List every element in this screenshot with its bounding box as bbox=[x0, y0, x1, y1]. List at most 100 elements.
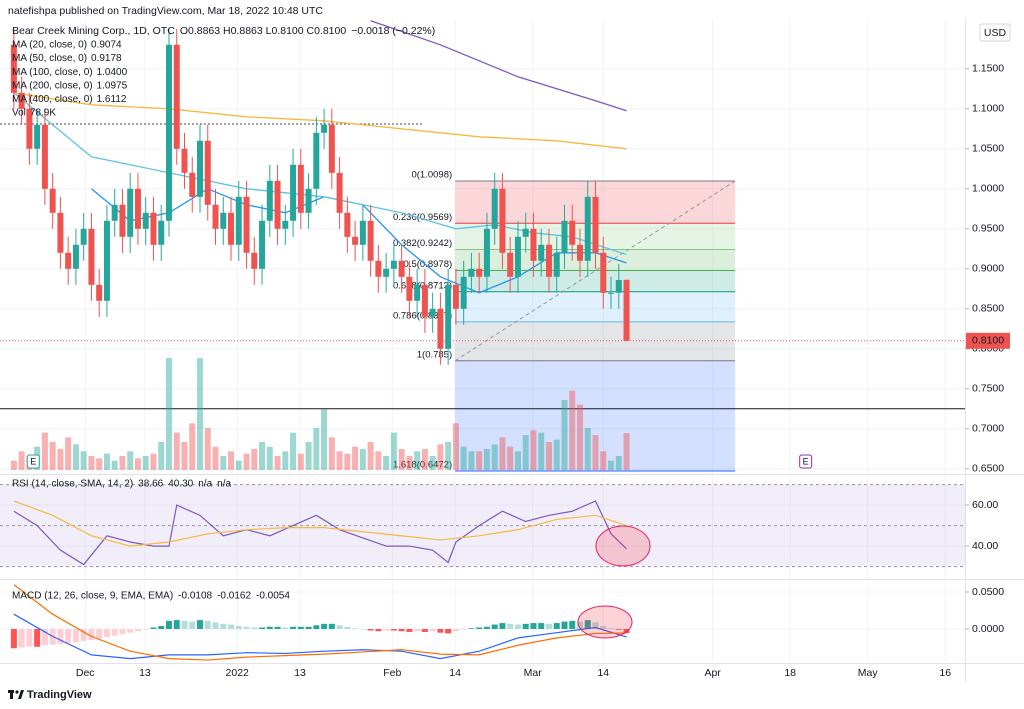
fib-label: 1(0.785) bbox=[417, 349, 452, 360]
logo-shape bbox=[18, 690, 24, 699]
candle-body bbox=[103, 220, 110, 301]
legend-name: RSI (14, close, SMA, 14, 2) bbox=[12, 479, 133, 490]
candle-body bbox=[437, 308, 444, 349]
volume-bar bbox=[452, 423, 459, 470]
highlight-circle bbox=[577, 605, 633, 639]
fib-label: 0.382(0.9242) bbox=[393, 238, 452, 249]
candle-body bbox=[507, 252, 514, 277]
y-tick-label: 0.7500 bbox=[972, 383, 1004, 395]
volume-bar bbox=[49, 442, 56, 470]
candle-body bbox=[608, 292, 615, 294]
candle-body bbox=[127, 188, 134, 237]
volume-bar bbox=[375, 451, 382, 470]
volume-bar bbox=[437, 444, 444, 470]
candle-body bbox=[615, 280, 622, 293]
histogram-bar bbox=[336, 625, 343, 629]
axes: Dec 13 2022 13 Feb 14 Mar 14 Apr 18 May 16 1.1500 1.1… bbox=[76, 63, 1010, 679]
x-tick-label: 16 bbox=[939, 667, 951, 679]
volume-bar bbox=[158, 442, 165, 470]
histogram-bar bbox=[96, 628, 103, 639]
y-tick-label: 0.0500 bbox=[972, 586, 1004, 598]
volume-bar bbox=[499, 437, 506, 470]
candle-body bbox=[251, 252, 258, 269]
histogram-bar bbox=[328, 623, 335, 629]
volume-bar bbox=[468, 451, 475, 470]
candle-body bbox=[34, 124, 41, 149]
histogram-bar bbox=[235, 626, 242, 629]
histogram-bar bbox=[344, 626, 351, 629]
y-tick-label: 0.7000 bbox=[972, 423, 1004, 435]
x-tick-label: 2022 bbox=[226, 667, 250, 679]
change: −0.0018 (−0.22%) bbox=[351, 25, 435, 37]
highlight-circle bbox=[595, 525, 651, 567]
histogram-bar bbox=[615, 628, 622, 630]
macd-pane bbox=[10, 584, 630, 661]
histogram-bar bbox=[274, 626, 281, 629]
candle-body bbox=[228, 212, 235, 245]
candle-body bbox=[10, 44, 17, 93]
candle-body bbox=[282, 220, 289, 229]
candle-body bbox=[134, 188, 141, 229]
legend-value: 0.9178 bbox=[91, 53, 122, 64]
volume-bar bbox=[398, 449, 405, 470]
histogram-bar bbox=[220, 623, 227, 629]
volume-bar bbox=[305, 442, 312, 470]
event-label: E bbox=[30, 456, 36, 466]
histogram-bar bbox=[142, 628, 149, 630]
volume-bar bbox=[274, 456, 281, 470]
histogram-bar bbox=[390, 628, 397, 631]
histogram-bar bbox=[383, 628, 390, 631]
volume-bar bbox=[80, 451, 87, 470]
volume-bar bbox=[103, 453, 110, 470]
candle-body bbox=[468, 268, 475, 277]
volume-bar bbox=[150, 453, 157, 470]
indicator-line bbox=[13, 92, 627, 256]
candle-body bbox=[452, 284, 459, 309]
histogram-bar bbox=[429, 628, 436, 632]
fib-band bbox=[455, 291, 736, 322]
volume-bar bbox=[313, 428, 320, 470]
histogram-bar bbox=[173, 620, 180, 629]
currency-box[interactable] bbox=[979, 23, 1011, 42]
candle-body bbox=[623, 279, 630, 341]
candle-body bbox=[421, 284, 428, 317]
candle-body bbox=[414, 284, 421, 301]
y-tick-label: 1.1000 bbox=[972, 103, 1004, 115]
candle-body bbox=[321, 124, 328, 133]
volume-bar bbox=[18, 451, 25, 470]
histogram-bar bbox=[72, 628, 79, 643]
histogram-bar bbox=[259, 627, 266, 629]
histogram-bar bbox=[507, 623, 514, 629]
indicator-line bbox=[370, 20, 627, 112]
candle-body bbox=[390, 260, 397, 269]
fib-label: 0.5(0.8978) bbox=[404, 259, 453, 270]
candle-body bbox=[592, 196, 599, 253]
volume-bar bbox=[460, 446, 467, 470]
histogram-bar bbox=[290, 626, 297, 629]
volume-bar bbox=[197, 358, 203, 470]
histogram-bar bbox=[34, 628, 41, 647]
histogram-bar bbox=[111, 628, 118, 636]
histogram-bar bbox=[189, 621, 196, 629]
candle-body bbox=[460, 276, 467, 309]
volume-bar bbox=[522, 435, 529, 470]
histogram-bar bbox=[452, 628, 459, 632]
grid bbox=[0, 18, 965, 662]
volume-bar bbox=[142, 456, 149, 470]
x-tick-label: Apr bbox=[704, 667, 721, 679]
indicator-line bbox=[13, 500, 627, 547]
candle-body bbox=[150, 212, 157, 245]
histogram-bar bbox=[421, 628, 428, 632]
candle-body bbox=[383, 268, 390, 277]
histogram-bar bbox=[18, 628, 25, 648]
y-tick-label: 60.00 bbox=[972, 499, 998, 511]
volume-bar bbox=[445, 442, 452, 470]
volume-bar bbox=[251, 449, 258, 470]
y-tick-label: 40.00 bbox=[972, 540, 998, 552]
candle-body bbox=[429, 308, 436, 317]
volume-bar bbox=[383, 456, 390, 470]
legend-name: Vol bbox=[12, 108, 26, 119]
fib-label: 0(1.0098) bbox=[411, 169, 452, 180]
volume-bar bbox=[584, 428, 591, 470]
histogram-bar bbox=[414, 628, 421, 632]
